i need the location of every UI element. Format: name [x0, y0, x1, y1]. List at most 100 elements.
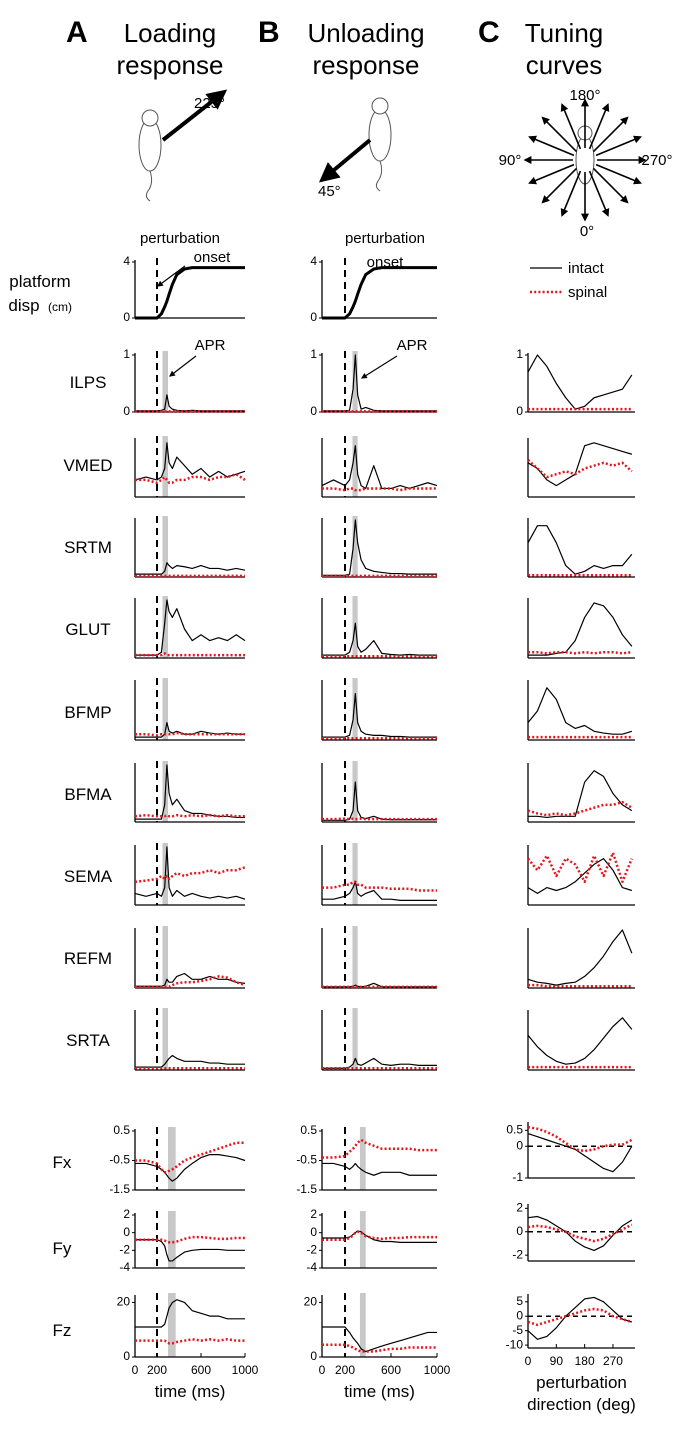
data-line	[527, 442, 633, 487]
y-tick-label: -2	[306, 1243, 317, 1257]
data-line	[135, 731, 245, 737]
response-window	[352, 843, 358, 905]
data-line	[134, 813, 245, 818]
data-line	[135, 599, 246, 656]
y-tick-label: -0.5	[109, 1153, 130, 1167]
data-line	[135, 1141, 245, 1174]
data-line	[528, 770, 633, 819]
data-line	[322, 622, 437, 656]
x-tick-label: 600	[191, 1363, 211, 1377]
y-tick-label: -1.5	[109, 1182, 130, 1196]
data-line	[322, 266, 437, 320]
data-line	[322, 781, 437, 821]
row-label: BFMA	[64, 785, 112, 804]
compass-arrow	[560, 170, 582, 217]
data-line	[528, 650, 633, 655]
row-label: ILPS	[70, 373, 107, 392]
y-tick-label: 0	[310, 404, 317, 418]
cat-icon	[368, 97, 392, 192]
y-tick-label: 0	[123, 1225, 130, 1239]
y-tick-label: 0.5	[506, 1123, 523, 1137]
data-line	[135, 266, 245, 320]
data-line	[135, 394, 245, 412]
panel-letter: B	[258, 16, 280, 49]
data-line	[527, 1307, 633, 1327]
response-window	[162, 516, 168, 577]
x-tick-label: 270	[603, 1354, 623, 1368]
x-tick-label: 180	[575, 1354, 595, 1368]
y-tick-label: 0	[516, 1308, 523, 1322]
column-title: curves	[526, 50, 603, 80]
y-tick-label: -2	[119, 1243, 130, 1257]
x-tick-label: 1000	[232, 1363, 259, 1377]
annotation: APR	[195, 337, 226, 354]
data-line	[135, 1235, 245, 1244]
compass-arrow	[592, 167, 629, 204]
direction-arrow	[161, 89, 228, 142]
x-axis-label: time (ms)	[155, 1382, 226, 1401]
data-line	[322, 519, 437, 576]
row-label: Fx	[53, 1153, 72, 1172]
x-axis-label: perturbation	[536, 1373, 627, 1392]
data-line	[134, 846, 246, 900]
row-label: Fy	[53, 1239, 72, 1258]
compass-arrow	[588, 170, 610, 217]
y-tick-label: 4	[123, 254, 130, 268]
x-tick-label: 600	[381, 1363, 401, 1377]
row-label: VMED	[63, 456, 112, 475]
data-line	[527, 1125, 633, 1153]
compass-arrow	[588, 103, 610, 150]
annotation-arrow	[169, 355, 197, 377]
column-title: response	[313, 50, 420, 80]
data-line	[135, 975, 246, 989]
data-line	[322, 693, 437, 738]
data-line	[135, 1338, 245, 1345]
annotation: perturbation	[140, 230, 220, 247]
y-tick-label: 0.5	[113, 1123, 130, 1137]
y-tick-label: 1	[516, 347, 523, 361]
data-line	[527, 858, 633, 894]
x-tick-label: 0	[525, 1354, 532, 1368]
y-tick-label: 0.5	[300, 1123, 317, 1137]
data-line	[322, 880, 437, 892]
y-tick-label: -2	[512, 1247, 523, 1261]
data-line	[322, 1343, 437, 1353]
x-tick-label: 0	[319, 1363, 326, 1377]
x-axis-label: time (ms)	[344, 1382, 415, 1401]
data-line	[135, 1299, 245, 1328]
y-tick-label: -4	[306, 1260, 317, 1274]
data-line	[527, 459, 633, 479]
y-tick-label: 5	[516, 1294, 523, 1308]
data-line	[527, 1132, 633, 1173]
response-window	[359, 1127, 366, 1190]
response-window	[168, 1211, 176, 1268]
compass-arrow	[595, 163, 642, 185]
data-line	[527, 1296, 633, 1340]
compass	[523, 98, 647, 222]
data-line	[322, 354, 437, 412]
compass-label: 90°	[499, 152, 522, 169]
row-label: disp	[8, 296, 39, 315]
data-line	[322, 1057, 437, 1069]
row-label: platform	[9, 272, 70, 291]
panel-letter: A	[66, 16, 88, 49]
annotation-arrow	[157, 265, 186, 287]
y-tick-label: 2	[310, 1207, 317, 1221]
row-label: REFM	[64, 949, 112, 968]
row-label: BFMP	[64, 703, 111, 722]
data-line	[527, 1223, 633, 1243]
y-tick-label: -5	[512, 1323, 523, 1337]
data-line	[322, 1230, 437, 1241]
data-line	[527, 1215, 633, 1252]
row-label: Fz	[53, 1321, 72, 1340]
compass-arrow	[541, 167, 578, 204]
column-title: response	[117, 50, 224, 80]
response-window	[162, 351, 168, 412]
response-window	[168, 1293, 176, 1357]
y-tick-label: 20	[117, 1295, 131, 1309]
y-tick-label: 0	[516, 404, 523, 418]
data-line	[527, 687, 633, 735]
data-line	[135, 472, 246, 484]
direction-arrow	[318, 138, 372, 183]
compass-arrow	[528, 135, 575, 157]
